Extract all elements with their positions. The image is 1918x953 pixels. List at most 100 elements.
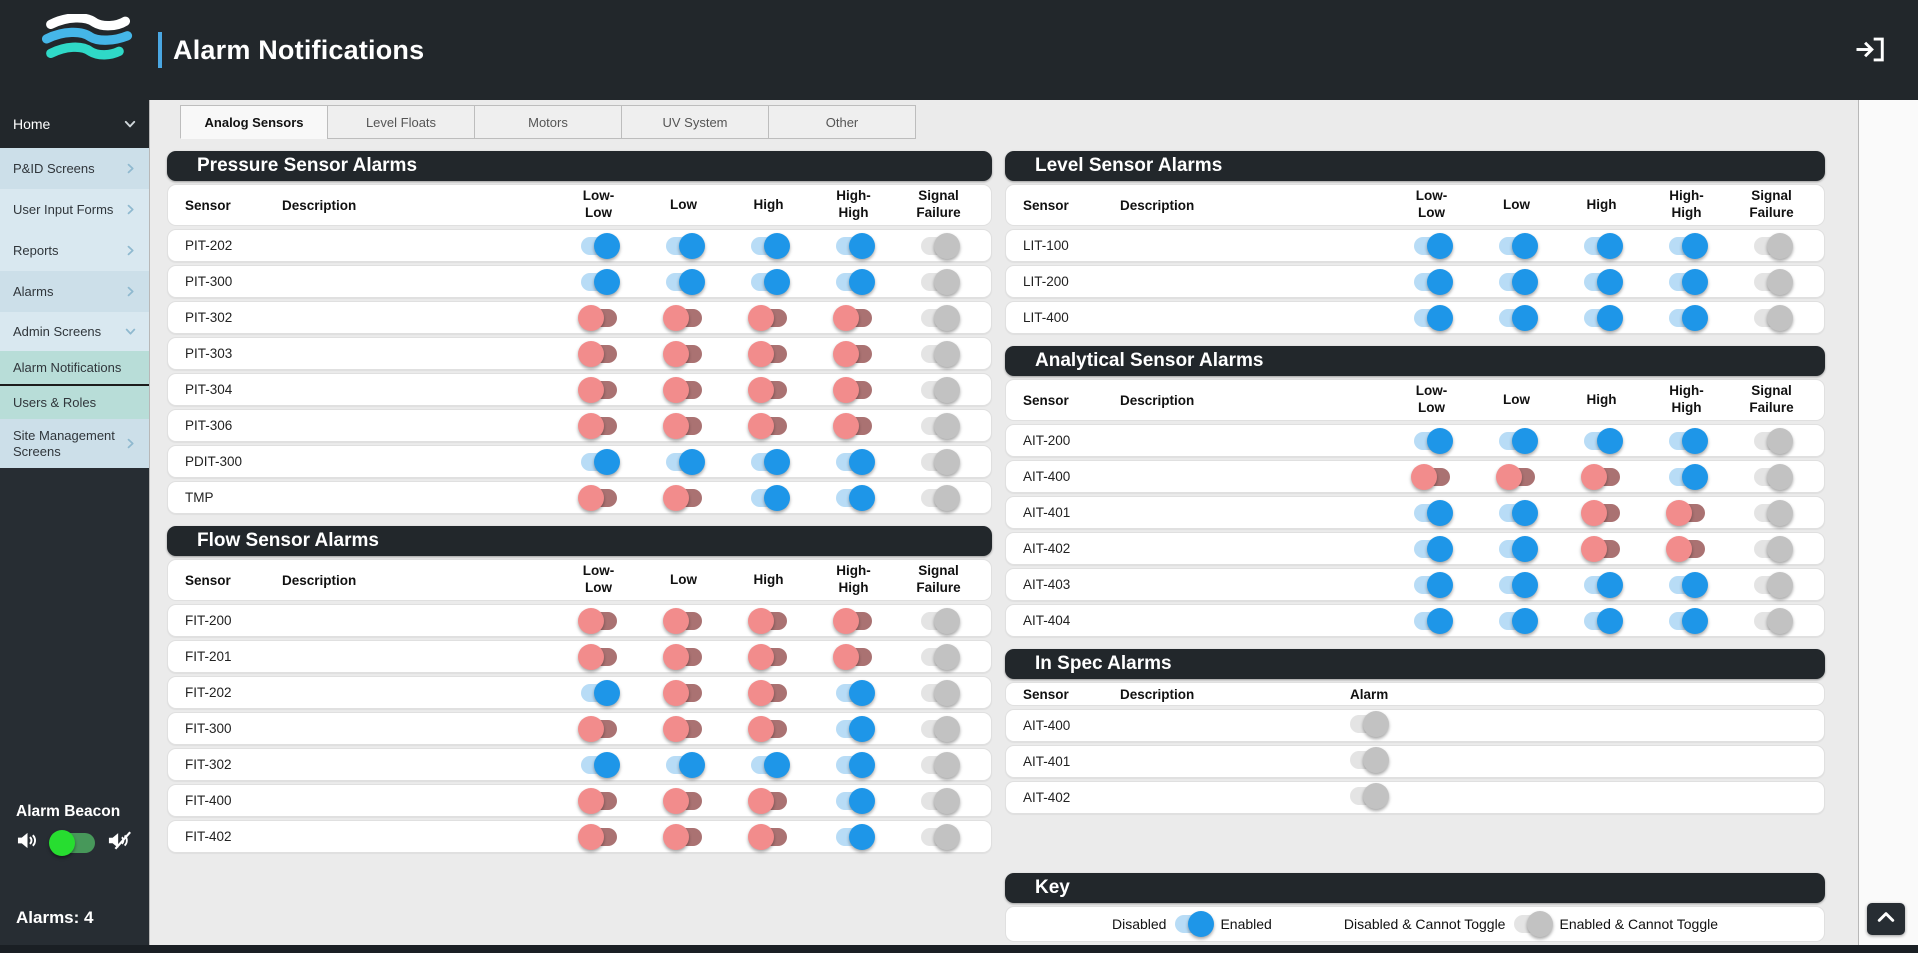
toggle-cell [1644,268,1729,295]
toggle-knob [1426,607,1453,634]
toggle-low[interactable] [1498,268,1538,295]
toggle-low[interactable] [1498,571,1538,598]
toggle-cell [1474,535,1559,562]
toggle-low[interactable] [1498,535,1538,562]
toggle-low[interactable] [665,232,705,259]
toggle-low[interactable] [1498,304,1538,331]
toggle-low-low[interactable] [1413,535,1453,562]
toggle-low-low[interactable] [1413,268,1453,295]
toggle-high-high[interactable] [835,715,875,742]
column-header-low: Low [1474,197,1559,214]
toggle-cell [1559,427,1644,454]
sensor-label: PIT-304 [185,382,233,397]
toggle-high[interactable] [1583,304,1623,331]
toggle-knob [1426,268,1453,295]
toggle-low[interactable] [1498,427,1538,454]
sidebar-item-home[interactable]: Home [0,100,149,148]
toggle-knob [1426,304,1453,331]
toggle-low-low[interactable] [1413,571,1453,598]
tab-other[interactable]: Other [768,105,916,139]
toggle-high-high[interactable] [835,232,875,259]
toggle-high[interactable] [750,232,790,259]
toggle-cell [1389,607,1474,634]
toggle-cell [556,751,641,778]
toggle-knob [577,304,604,331]
tab-level-floats[interactable]: Level Floats [327,105,475,139]
toggle-high[interactable] [1583,427,1623,454]
toggle-low-low[interactable] [580,232,620,259]
toggle-high[interactable] [750,268,790,295]
toggle-high-high[interactable] [835,448,875,475]
scroll-to-top-button[interactable] [1867,903,1905,935]
toggle-low[interactable] [665,448,705,475]
toggle-knob [577,643,604,670]
sidebar-item-user-input-forms[interactable]: User Input Forms [0,189,149,230]
toggle-high-high[interactable] [835,823,875,850]
toggle-high-high[interactable] [835,484,875,511]
toggle-cell [811,484,896,511]
sidebar-item-reports[interactable]: Reports [0,230,149,271]
toggle-knob [1596,268,1623,295]
toggle-low-low[interactable] [1413,499,1453,526]
toggle-high[interactable] [750,484,790,511]
toggle-cell [556,823,641,850]
toggle-high-high[interactable] [1668,607,1708,634]
speaker-on-icon[interactable] [17,830,38,856]
toggle-knob [577,607,604,634]
sidebar-item-users-and-roles[interactable]: Users & Roles [0,386,149,419]
toggle-low-low[interactable] [1413,232,1453,259]
toggle-cell [1729,499,1814,526]
toggle-low[interactable] [665,751,705,778]
sensor-label: AIT-400 [1023,718,1071,733]
toggle-low-low[interactable] [580,448,620,475]
toggle-knob [593,751,620,778]
toggle-low[interactable] [1498,232,1538,259]
tab-analog-sensors[interactable]: Analog Sensors [180,105,328,139]
toggle-low-low[interactable] [580,751,620,778]
toggle-high-high[interactable] [1668,304,1708,331]
toggle-high[interactable] [1583,607,1623,634]
toggle-high[interactable] [750,448,790,475]
toggle-low[interactable] [1498,607,1538,634]
toggle-high[interactable] [1583,268,1623,295]
toggle-high[interactable] [1583,232,1623,259]
toggle-low-low[interactable] [1413,304,1453,331]
toggle-low-low[interactable] [1413,427,1453,454]
sidebar-item-pandid-screens[interactable]: P&ID Screens [0,148,149,189]
toggle-cell [556,304,641,331]
login-arrow-icon[interactable] [1854,36,1886,68]
key-label: Disabled & Cannot Toggle [1343,916,1506,932]
sidebar-item-label: Users & Roles [13,394,97,410]
column-header-label: High-High [1669,188,1704,220]
toggle-high-high[interactable] [1668,232,1708,259]
toggle-high-high[interactable] [835,787,875,814]
toggle-low-low[interactable] [1413,607,1453,634]
sidebar-item-alarms[interactable]: Alarms [0,271,149,312]
sidebar-item-admin-screens[interactable]: Admin Screens [0,312,149,351]
toggle-high[interactable] [750,751,790,778]
speaker-muted-icon[interactable] [108,830,132,856]
alarm-beacon-toggle[interactable] [49,830,95,856]
toggle-low[interactable] [1498,499,1538,526]
toggle-high-high[interactable] [1668,571,1708,598]
toggle-low-low[interactable] [580,679,620,706]
sidebar-item-alarm-notifications[interactable]: Alarm Notifications [0,351,149,386]
toggle-high-high[interactable] [1668,463,1708,490]
toggle-high-high[interactable] [835,751,875,778]
toggle-high-high[interactable] [1668,268,1708,295]
toggle-knob [662,484,689,511]
toggle-high-high[interactable] [1668,427,1708,454]
sensor-label: LIT-200 [1023,274,1069,289]
toggle-high[interactable] [1583,571,1623,598]
toggle-low-low[interactable] [580,268,620,295]
table-row: PDIT-300 [167,445,992,478]
sidebar-item-site-management-screens[interactable]: Site Management Screens [0,419,149,468]
toggle-high-high[interactable] [835,268,875,295]
sensor-label: LIT-400 [1023,310,1069,325]
key-label: Enabled [1220,916,1272,932]
toggle-high-high[interactable] [835,679,875,706]
toggle-low[interactable] [665,268,705,295]
toggle-knob [933,448,960,475]
tab-uv-system[interactable]: UV System [621,105,769,139]
tab-motors[interactable]: Motors [474,105,622,139]
